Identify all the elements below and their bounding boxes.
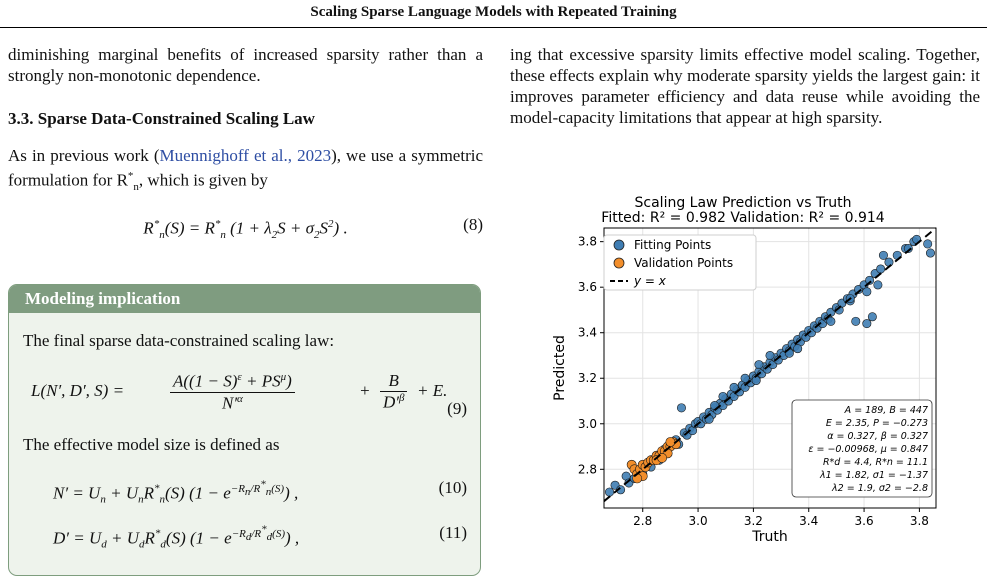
running-head: Scaling Sparse Language Models with Repe…	[310, 4, 677, 20]
fitting-point	[754, 360, 764, 370]
equation-9-lhs: L(N′, D′, S) =	[31, 381, 125, 400]
fitting-point	[923, 239, 933, 249]
fitting-point	[862, 319, 872, 329]
legend: Fitting Points Validation Points y = x	[603, 234, 757, 291]
fitting-point	[878, 250, 888, 260]
fitting-point	[865, 275, 875, 285]
equation-9-number: (9)	[447, 399, 467, 418]
validation-point	[657, 453, 667, 463]
para2-text-c: , which is given by	[138, 170, 268, 190]
x-tick-label: 3.2	[744, 514, 763, 528]
fitting-point	[903, 243, 913, 253]
equation-10-number: (10)	[438, 478, 467, 497]
fitting-point	[793, 344, 803, 354]
fitting-point	[873, 280, 883, 290]
chart-title: Scaling Law Prediction vs Truth	[635, 195, 852, 211]
parameter-box: A = 189, B = 447 E = 2.35, P = −0.273 α …	[791, 399, 933, 498]
fitting-point	[718, 391, 728, 401]
equation-8-number: (8)	[463, 215, 483, 235]
box-line-2: The effective model size is defined as	[23, 435, 280, 454]
param-line-2: E = 2.35, P = −0.273	[826, 418, 928, 429]
param-line-6: λ1 = 1.82, σ1 = −1.37	[819, 470, 928, 481]
x-tick-label: 3.0	[689, 514, 708, 528]
x-tick-label: 3.4	[799, 514, 818, 528]
section-title: 3.3. Sparse Data-Constrained Scaling Law	[8, 109, 315, 128]
y-tick-label: 3.8	[578, 235, 597, 249]
fitting-point	[925, 248, 935, 258]
header-rule	[0, 27, 987, 28]
fitting-point	[729, 382, 739, 392]
fitting-point	[740, 373, 750, 383]
left-column: diminishing marginal benefits of increas…	[8, 44, 483, 262]
para2-text-b: ), we use a symmetric formulation for R	[8, 146, 484, 190]
param-line-5: R*d = 4.4, R*n = 11.1	[823, 457, 928, 468]
y-tick-label: 2.8	[578, 462, 597, 476]
fitting-point	[751, 376, 761, 386]
fitting-point	[876, 264, 886, 274]
y-tick-label: 3.6	[578, 280, 597, 294]
legend-validation-label: Validation Points	[634, 256, 733, 270]
modeling-implication-box: Modeling implication The final sparse da…	[8, 284, 481, 576]
legend-fit-label: Fitting Points	[634, 238, 711, 252]
scatter-figure: Scaling Law Prediction vs Truth Fitted: …	[552, 195, 937, 545]
param-line-7: λ2 = 1.9, σ2 = −2.8	[831, 483, 928, 494]
right-paragraph: ing that excessive sparsity limits effec…	[510, 45, 980, 127]
validation-point	[632, 473, 643, 484]
box-line-1: The final sparse data-constrained scalin…	[23, 331, 335, 350]
plot-frame	[603, 227, 937, 509]
legend-fit-marker	[613, 239, 625, 251]
axis-ticks: 2.8 3.0 3.2 3.4 3.6 3.8 2.8 3.0 3.2 3.4 3.6 3.8	[578, 235, 929, 528]
param-line-3: α = 0.327, β = 0.327	[827, 431, 928, 442]
equation-11-number: (11)	[439, 523, 467, 542]
legend-validation-marker	[613, 257, 625, 269]
citation-link[interactable]: Muennighoff et al., 2023	[159, 146, 332, 165]
box-title: Modeling implication	[9, 285, 480, 313]
paragraph-2: As in previous work (Muennighoff et al.,…	[8, 146, 484, 194]
fitting-point	[867, 312, 877, 322]
paragraph-1: diminishing marginal benefits of increas…	[8, 45, 483, 85]
identity-line	[603, 227, 937, 502]
y-tick-label: 3.2	[578, 371, 597, 385]
para2-text-a: As in previous work (	[8, 146, 160, 165]
x-tick-label: 3.6	[855, 514, 874, 528]
right-column: ing that excessive sparsity limits effec…	[510, 44, 980, 140]
x-axis-label: Truth	[751, 529, 788, 545]
validation-point	[665, 437, 676, 447]
fitting-point	[862, 287, 872, 297]
param-line-4: ε = −0.00968, μ = 0.847	[808, 444, 928, 455]
fitting-point	[884, 257, 894, 267]
y-tick-label: 3.0	[578, 417, 597, 431]
fitting-point	[826, 316, 836, 326]
fitting-point	[851, 316, 861, 326]
chart-subtitle: Fitted: R² = 0.982 Validation: R² = 0.91…	[601, 210, 885, 226]
fitting-point	[605, 487, 615, 497]
fitting-point	[676, 403, 686, 413]
legend-line-label: y = x	[633, 274, 667, 288]
y-axis-label: Predicted	[552, 335, 568, 401]
x-tick-label: 2.8	[633, 514, 652, 528]
param-line-1: A = 189, B = 447	[844, 405, 928, 416]
equation-8: R*n(S) = R*n (1 + λ2S + σ2S2) . (8)	[143, 215, 483, 242]
y-tick-label: 3.4	[578, 326, 597, 340]
fitting-point	[765, 350, 775, 360]
x-tick-label: 3.8	[910, 514, 929, 528]
